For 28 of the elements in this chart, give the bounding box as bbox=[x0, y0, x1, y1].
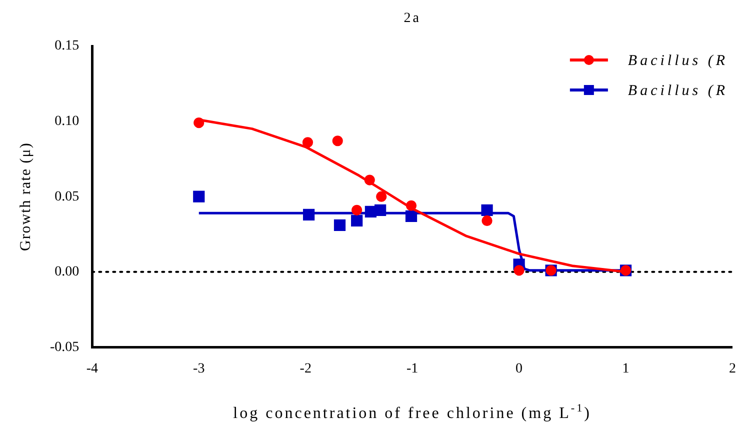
legend-label: Bacillus (R bbox=[628, 52, 728, 69]
x-tick-label: 1 bbox=[622, 361, 630, 376]
chart-title: 2a bbox=[404, 11, 421, 26]
point bbox=[193, 190, 205, 202]
point bbox=[334, 219, 346, 232]
y-tick-label: 0.10 bbox=[54, 114, 80, 129]
x-tick-label: -2 bbox=[300, 361, 312, 376]
point bbox=[352, 204, 362, 216]
y-axis-title: Growth rate (μ) bbox=[18, 142, 34, 252]
y-tick-label: 0.00 bbox=[54, 264, 80, 280]
point bbox=[376, 191, 387, 202]
point bbox=[406, 200, 417, 211]
y-tick-label: 0.05 bbox=[54, 189, 80, 204]
point bbox=[194, 118, 204, 128]
legend-label: Bacillus (R bbox=[628, 82, 728, 99]
x-tick-label: 2 bbox=[729, 361, 736, 376]
x-tick-label: 0 bbox=[516, 361, 523, 376]
x-tick-label: -1 bbox=[406, 361, 418, 376]
point bbox=[364, 174, 375, 186]
x-tick-label: -3 bbox=[193, 361, 205, 376]
point bbox=[351, 214, 363, 226]
point bbox=[482, 215, 492, 226]
point bbox=[302, 137, 314, 148]
point bbox=[514, 265, 524, 276]
y-tick-label: 0.15 bbox=[54, 38, 80, 54]
x-tick-label: -4 bbox=[86, 361, 98, 376]
y-tick-label: -0.05 bbox=[50, 340, 80, 355]
point bbox=[332, 136, 343, 146]
